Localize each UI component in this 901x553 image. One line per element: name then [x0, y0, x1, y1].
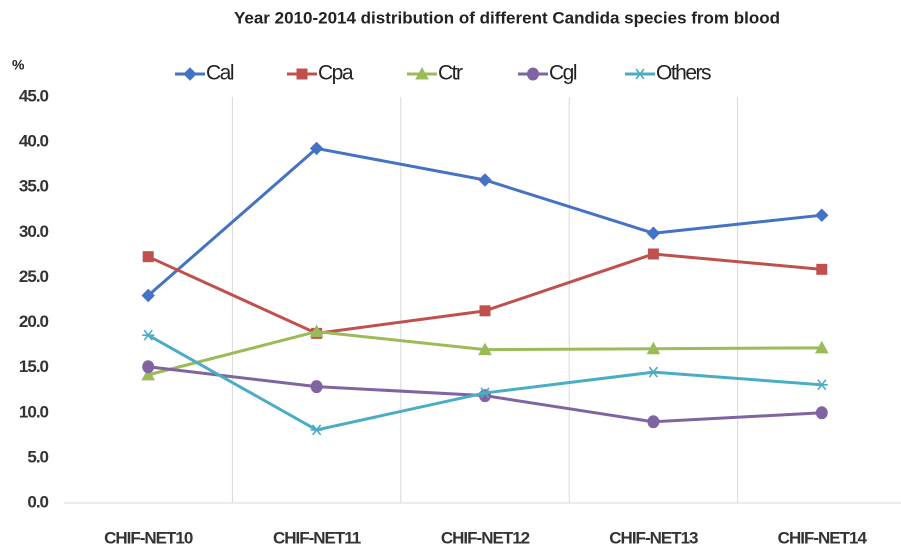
data-point — [479, 305, 491, 317]
data-point — [141, 367, 156, 381]
data-point — [646, 341, 661, 355]
legend-marker — [183, 67, 197, 81]
y-tick-label: 30.0 — [19, 222, 49, 241]
data-point — [478, 342, 492, 356]
x-tick-label: CHIF-NET14 — [778, 528, 868, 547]
legend-marker — [415, 66, 429, 80]
data-point — [141, 288, 155, 303]
legend-label: Cal — [206, 62, 234, 85]
y-tick-label: 20.0 — [19, 312, 49, 331]
data-point — [142, 329, 155, 341]
data-point — [815, 208, 829, 222]
legend-marker — [527, 67, 539, 81]
legend-marker — [296, 68, 308, 80]
data-point — [646, 226, 661, 240]
y-tick-label: 45.0 — [19, 86, 49, 105]
data-point — [142, 360, 155, 374]
y-tick-label: 15.0 — [19, 357, 49, 376]
legend-label: Cgl — [549, 62, 577, 85]
chart-title: Year 2010-2014 distribution of different… — [234, 8, 780, 27]
series-line — [147, 146, 822, 297]
data-point — [310, 424, 323, 436]
y-tick-label: 40.0 — [19, 132, 49, 151]
data-point — [815, 406, 828, 420]
series-line — [147, 252, 822, 335]
legend-label: Ctr — [438, 62, 463, 85]
y-tick-label: 10.0 — [19, 402, 49, 421]
data-point — [310, 380, 323, 394]
y-tick-label: 25.0 — [19, 267, 49, 286]
data-point — [309, 324, 324, 338]
legend-label: Cpa — [318, 62, 354, 85]
legend-marker — [634, 68, 646, 80]
y-tick-label: 35.0 — [19, 177, 49, 196]
data-point — [816, 263, 828, 275]
data-point — [647, 248, 659, 260]
x-tick-label: CHIF-NET11 — [273, 528, 361, 547]
x-tick-label: CHIF-NET10 — [104, 528, 193, 547]
data-point — [142, 251, 154, 263]
data-point — [309, 141, 324, 156]
y-tick-label: 5.0 — [27, 447, 48, 466]
data-point — [478, 173, 492, 187]
y-tick-label: 0.0 — [27, 492, 48, 511]
data-point — [647, 415, 660, 429]
legend-label: Others — [656, 62, 711, 85]
x-tick-label: CHIF-NET12 — [441, 528, 530, 547]
y-axis-label: % — [12, 57, 25, 73]
data-point — [814, 340, 829, 354]
data-point — [815, 379, 828, 391]
x-tick-label: CHIF-NET13 — [609, 528, 698, 547]
data-point — [647, 366, 660, 378]
data-point — [479, 387, 491, 399]
